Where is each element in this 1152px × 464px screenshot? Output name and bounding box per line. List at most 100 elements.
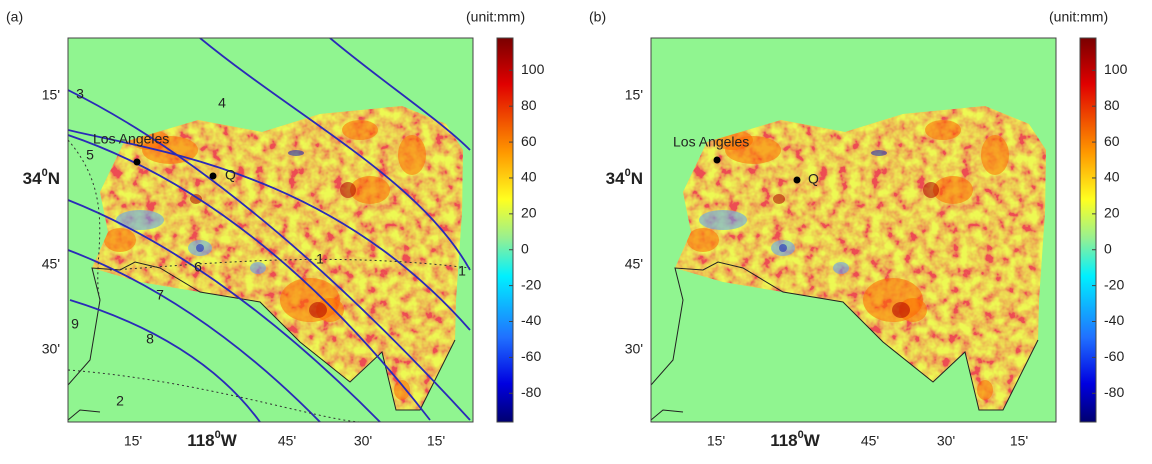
colorbar-tick-label: -40 (521, 312, 541, 328)
blob (699, 210, 747, 230)
geo-hemisphere: N (48, 169, 60, 188)
geo-hemisphere: W (804, 431, 821, 450)
contour-label: 4 (218, 95, 226, 111)
place-dot (209, 172, 217, 180)
geo-degree: 118 (770, 431, 797, 450)
geo-hemisphere: N (631, 169, 643, 188)
geo-tick-label: 15' (625, 87, 643, 103)
contour-line (68, 369, 361, 422)
blob (687, 228, 719, 252)
colorbar-tick-label: -80 (1104, 384, 1124, 400)
contour-label: 1 (316, 251, 324, 267)
colorbar-tick-label: 60 (1104, 133, 1120, 149)
contour-label: 5 (86, 147, 94, 163)
blob (116, 210, 164, 230)
blob (871, 150, 887, 156)
place-label: Los Angeles (93, 131, 169, 147)
blob (977, 380, 993, 400)
contour-line (69, 299, 261, 422)
contour-line (68, 89, 471, 421)
contour-line (329, 38, 471, 151)
geo-tick-label: 30' (354, 433, 372, 449)
geo-tick-label: 1180W (770, 429, 821, 451)
blob (288, 150, 304, 156)
geo-tick-label: 15' (707, 433, 725, 449)
geo-tick-label: 15' (1010, 433, 1028, 449)
geo-sup: 0 (215, 429, 221, 441)
geo-tick-label: 45' (278, 433, 296, 449)
geo-tick-label: 45' (625, 256, 643, 272)
contour-label: 8 (146, 331, 154, 347)
geo-tick-label: 45' (42, 256, 60, 272)
map (651, 38, 1056, 422)
blob (981, 135, 1009, 175)
blob (773, 194, 785, 204)
coastline (651, 261, 1039, 421)
geo-degree: 34 (23, 169, 42, 188)
contour-label: 6 (194, 259, 202, 275)
colorbar-tick-label: 0 (521, 240, 529, 256)
geo-tick-label: 15' (42, 87, 60, 103)
geo-tick-label: 15' (124, 433, 142, 449)
colorbar (496, 37, 514, 423)
colorbar-tick-label: 100 (1104, 61, 1128, 77)
geo-tick-label: 1180W (187, 429, 238, 451)
contour-line (68, 129, 471, 331)
geo-hemisphere: W (221, 431, 238, 450)
colorbar-tick-label: -60 (521, 348, 541, 364)
colorbar-tick-label: -20 (1104, 276, 1124, 292)
panel-label: (a) (6, 9, 23, 25)
geo-tick-label: 340N (606, 167, 643, 189)
colorbar-tick-label: 80 (1104, 97, 1120, 113)
coastline (68, 261, 456, 421)
colorbar-tick-label: -40 (1104, 312, 1124, 328)
contour-line (199, 38, 471, 271)
contour-label: 9 (71, 316, 79, 332)
geo-tick-label: 30' (937, 433, 955, 449)
colorbar-tick-label: -80 (521, 384, 541, 400)
blob (923, 182, 939, 198)
contour-label: 1 (458, 263, 466, 279)
geo-tick-label: 340N (23, 167, 60, 189)
geo-tick-label: 30' (625, 341, 643, 357)
colorbar-tick-label: 40 (1104, 169, 1120, 185)
colorbar-tick-label: 20 (521, 205, 537, 221)
colorbar-tick-label: 80 (521, 97, 537, 113)
geo-sup: 0 (625, 167, 631, 179)
geo-tick-label: 30' (42, 341, 60, 357)
place-dot (793, 176, 801, 184)
place-dot (713, 156, 721, 164)
blob (104, 228, 136, 252)
geo-degree: 118 (187, 431, 214, 450)
blob (340, 182, 356, 198)
map-frame (650, 37, 1057, 423)
contour-label: 7 (156, 287, 164, 303)
contour-label: 3 (76, 86, 84, 102)
colorbar-tick-label: 100 (521, 61, 545, 77)
blob (779, 244, 787, 252)
blob (833, 262, 849, 274)
blob (394, 380, 410, 400)
contour-dotted (68, 139, 471, 301)
colorbar-tick-label: 40 (521, 169, 537, 185)
colorbar (1079, 37, 1097, 423)
blob (196, 244, 204, 252)
contour-line (68, 199, 381, 422)
place-label: Los Angeles (673, 134, 749, 150)
blob (398, 135, 426, 175)
contour-line (68, 134, 431, 421)
place-label: Q (225, 167, 236, 183)
blob (309, 302, 327, 318)
blob (350, 176, 390, 204)
unit-label: (unit:mm) (466, 9, 525, 25)
unit-label: (unit:mm) (1049, 9, 1108, 25)
geo-sup: 0 (798, 429, 804, 441)
map-frame (67, 37, 474, 423)
blob (892, 302, 910, 318)
blob (342, 120, 378, 140)
colorbar-tick-label: 0 (1104, 240, 1112, 256)
blob (925, 120, 961, 140)
